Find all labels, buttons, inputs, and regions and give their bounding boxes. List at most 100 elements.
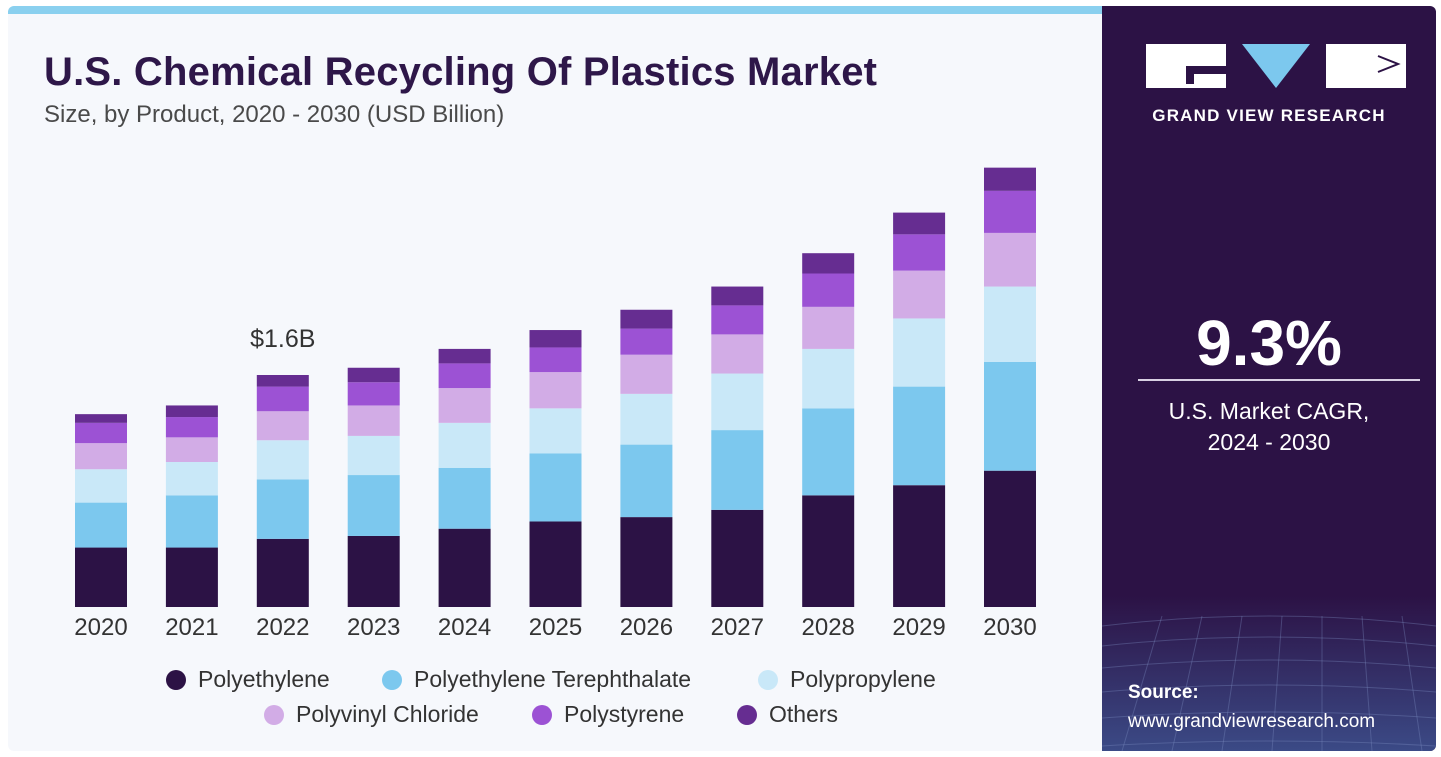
legend-label: Polyethylene Terephthalate [414,666,692,692]
bar-segment-2023-polystyrene [347,382,400,406]
bar-segment-2026-polystyrene [620,328,673,355]
bar-segment-2026-polyethylene [620,517,673,607]
bar-segment-2028-polyethylene-terephthalate [802,408,855,496]
cagr-label: U.S. Market CAGR, 2024 - 2030 [1102,396,1436,458]
bar-segment-2029-polystyrene [893,234,946,271]
legend-item-polystyrene: Polystyrene [532,701,684,728]
bar-segment-2020-polyvinyl-chloride [75,443,127,470]
x-tick-label: 2026 [620,614,673,641]
legend-label: Polystyrene [564,701,685,727]
source-block: Source: www.grandviewresearch.com [1128,678,1375,736]
report-card: U.S. Chemical Recycling Of Plastics Mark… [8,6,1436,751]
bar-segment-2028-polyethylene [802,495,855,607]
legend-item-polyvinyl-chloride: Polyvinyl Chloride [264,701,479,728]
legend-swatch [382,669,402,690]
x-tick-label: 2022 [256,614,309,641]
bar-segment-2020-polypropylene [75,469,127,503]
cagr-label-line-1: U.S. Market CAGR, [1168,398,1370,424]
bar-segment-2024-others [438,348,491,364]
bar-segment-2021-polypropylene [165,462,218,496]
bar-segment-2030-polyethylene-terephthalate [984,361,1036,471]
x-tick-label: 2027 [711,614,764,641]
bar-segment-2023-polypropylene [347,435,400,476]
bar-segment-2030-polyvinyl-chloride [984,232,1036,287]
x-tick-label: 2024 [438,614,491,641]
legend-label: Polyethylene [198,666,330,692]
bar-annotation: $1.6B [250,325,315,353]
bar-segment-2027-polyethylene-terephthalate [711,430,764,510]
bar-segment-2030-polystyrene [984,190,1036,233]
bar-segment-2024-polyvinyl-chloride [438,388,491,423]
x-tick-label: 2020 [74,614,127,641]
bar-segment-2025-polyvinyl-chloride [529,372,582,409]
x-tick-label: 2021 [165,614,218,641]
bar-segment-2030-polyethylene [984,470,1036,607]
legend-label: Polypropylene [790,666,936,692]
bar-segment-2024-polyethylene [438,528,491,607]
bar-segment-2025-others [529,330,582,348]
bar-segment-2024-polypropylene [438,422,491,468]
bar-segment-2020-polyethylene-terephthalate [75,502,127,548]
bar-segment-2029-others [893,212,946,235]
chart-subtitle: Size, by Product, 2020 - 2030 (USD Billi… [44,101,505,128]
bar-segment-2028-polyvinyl-chloride [802,306,855,349]
bar-segment-2025-polystyrene [529,347,582,373]
source-url[interactable]: www.grandviewresearch.com [1128,711,1376,732]
bar-segment-2025-polyethylene-terephthalate [529,453,582,522]
bar-segment-2029-polyvinyl-chloride [893,270,946,319]
bar-segment-2030-others [984,167,1036,191]
bar-segment-2026-others [620,309,673,329]
bar-segment-2023-others [347,367,400,383]
legend-swatch [737,704,757,725]
sidebar-panel: GRAND VIEW RESEARCH 9.3% U.S. Market CAG… [1102,6,1436,751]
bar-segment-2020-polyethylene [75,547,127,607]
bar-segment-2029-polypropylene [893,318,946,387]
legend-row-1: Polyethylene Polyethylene Terephthalate … [8,666,1102,696]
legend-swatch [264,704,284,725]
x-tick-label: 2030 [983,614,1036,641]
bar-segment-2022-polyethylene-terephthalate [256,479,309,539]
legend-item-polyethylene-terephthalate: Polyethylene Terephthalate [382,666,691,693]
legend-swatch [532,704,552,725]
bar-segment-2022-polyvinyl-chloride [256,411,309,441]
accent-bar [8,6,1102,14]
stacked-bar-chart: 2020 2021 2022 $1.6B 2023 2024 2025 2026 2027 202… [74,167,1037,641]
legend-swatch [758,669,778,690]
bar-segment-2022-polypropylene [256,440,309,480]
legend-item-polyethylene: Polyethylene [166,666,330,693]
bar-segment-2021-polyvinyl-chloride [165,437,218,462]
bar-segment-2023-polyethylene-terephthalate [347,475,400,536]
x-tick-label: 2028 [802,614,855,641]
x-tick-label: 2023 [347,614,400,641]
chart-title: U.S. Chemical Recycling Of Plastics Mark… [44,50,878,94]
bar-segment-2022-polystyrene [256,386,309,412]
legend-swatch [166,669,186,690]
legend-label: Others [769,701,839,727]
legend-label: Polyvinyl Chloride [296,701,479,727]
bar-segment-2030-polypropylene [984,286,1036,362]
bar-segment-2028-others [802,253,855,274]
x-tick-label: 2029 [892,614,945,641]
bar-segment-2029-polyethylene-terephthalate [893,386,946,486]
bar-segment-2022-polyethylene [256,538,309,607]
legend-item-polypropylene: Polypropylene [758,666,936,693]
bar-segment-2028-polystyrene [802,273,855,307]
bar-segment-2027-polypropylene [711,373,764,431]
grand-view-research-logo [1146,44,1406,88]
bar-segment-2025-polypropylene [529,408,582,454]
bar-segment-2026-polyethylene-terephthalate [620,444,673,518]
bar-segment-2021-polystyrene [165,417,218,438]
bar-segment-2021-others [165,405,218,418]
cagr-label-line-2: 2024 - 2030 [1207,429,1331,455]
source-label: Source: [1128,682,1199,703]
legend-item-others: Others [737,701,838,728]
bar-segment-2028-polypropylene [802,348,855,409]
bar-segment-2026-polyvinyl-chloride [620,354,673,394]
cagr-value: 9.3% [1196,307,1342,379]
bar-segment-2020-others [75,414,127,423]
bar-segment-2024-polystyrene [438,363,491,389]
x-tick-label: 2025 [529,614,582,641]
divider [1138,379,1420,381]
bar-segment-2021-polyethylene [165,547,218,607]
legend-row-2: Polyvinyl Chloride Polystyrene Others [8,701,1102,731]
